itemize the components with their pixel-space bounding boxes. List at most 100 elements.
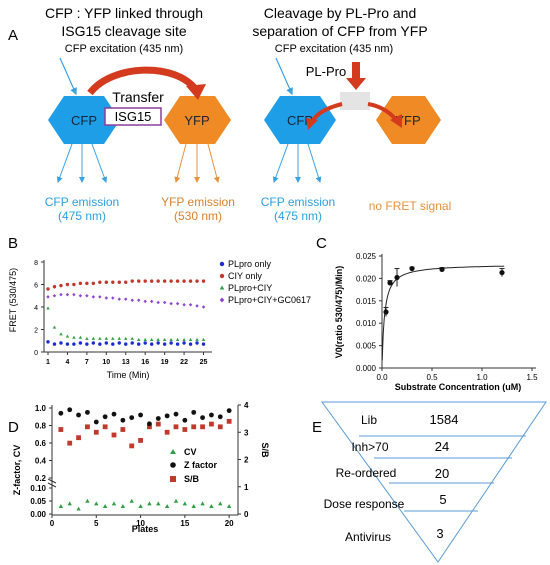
transfer-arrowhead xyxy=(186,84,206,100)
panel-b: B FRET (530/475) 0 2 4 6 8 1 4 7 10 13 16 19 22 25 T… xyxy=(8,235,311,380)
panel-b-xtick-label: 10 xyxy=(102,359,110,366)
funnel-stage-label-dose: Dose response xyxy=(324,497,405,511)
point-plpro-ciy-gc0617 xyxy=(143,299,147,304)
point-plpro-only xyxy=(156,341,160,345)
panel-e-letter: E xyxy=(312,419,322,436)
plpro-arrow-shaft xyxy=(352,62,360,78)
point-sb xyxy=(111,432,117,438)
point-cv xyxy=(200,501,205,506)
panel-c-ytick-label: 0.020 xyxy=(356,274,377,283)
legend-label-plpro-ciy-gc0617: PLpro+CIY+GC0617 xyxy=(228,295,311,305)
point-z-factor xyxy=(226,408,232,414)
right-cfp-emission-line2: (475 nm) xyxy=(274,209,322,223)
panel-d-left-tick-label: 0.4 xyxy=(35,457,47,466)
panel-d-left-tick-label: 0.2 xyxy=(35,474,47,483)
legend-label-ciy-only: CIY only xyxy=(228,271,262,281)
point-plpro-ciy-gc0617 xyxy=(72,292,76,297)
point-plpro-ciy-gc0617 xyxy=(124,297,128,301)
panel-d-xtick-label: 20 xyxy=(225,519,234,528)
panel-b-xtick-label: 7 xyxy=(85,359,89,366)
funnel-stage-label-antivirus: Antivirus xyxy=(345,530,391,544)
panel-c-ytick-label: 0.015 xyxy=(356,297,377,306)
panel-a-letter: A xyxy=(8,27,18,44)
point-plpro-only xyxy=(85,342,89,346)
point-cv xyxy=(58,504,64,508)
c-data-point xyxy=(499,269,505,276)
point-plpro-only xyxy=(175,342,180,346)
point-plpro-ciy-gc0617 xyxy=(59,292,63,297)
left-title-line2: ISG15 cleavage site xyxy=(61,23,187,39)
point-cv xyxy=(120,504,126,508)
point-plpro-only xyxy=(104,341,109,345)
panel-d-ylabel-left: Z-factor, CV xyxy=(12,445,22,496)
point-plpro-ciy-gc0617 xyxy=(91,295,96,299)
plpro-arrowhead xyxy=(346,78,366,90)
yfp-emission-line1: YFP emission xyxy=(161,195,235,209)
point-plpro-only xyxy=(78,341,83,345)
point-plpro-ciy xyxy=(195,337,199,341)
right-yfp-hexagon xyxy=(376,96,441,144)
point-cv xyxy=(76,506,81,511)
panel-c-xlabel: Substrate Concentration (uM) xyxy=(395,382,522,392)
point-plpro-only xyxy=(52,342,57,346)
point-sb xyxy=(209,421,214,427)
panel-c-data xyxy=(383,265,505,317)
panel-d-left-tick-label: 0.8 xyxy=(35,422,47,431)
panel-c-xtick-label: 1.0 xyxy=(476,373,488,382)
legend-label-plpro-only: PLpro only xyxy=(228,259,272,269)
panel-e: E Lib 1584 Inh>70 24 Re-ordered 20 Dose … xyxy=(312,401,547,563)
point-plpro-only xyxy=(149,342,154,346)
point-plpro-ciy xyxy=(156,337,160,341)
point-ciy-only xyxy=(182,279,186,283)
point-plpro-ciy xyxy=(130,336,134,340)
point-plpro-only xyxy=(188,342,193,346)
point-sb xyxy=(164,429,170,435)
panel-d-xtick-label: 5 xyxy=(94,519,99,528)
point-z-factor xyxy=(147,421,152,427)
point-ciy-only xyxy=(91,281,96,286)
funnel-stage-count-dose: 5 xyxy=(439,492,446,507)
panel-c-xtick-label: 1.5 xyxy=(526,373,538,382)
yfp-emission-line2: (530 nm) xyxy=(174,209,222,223)
point-plpro-only xyxy=(98,342,102,346)
point-plpro-only xyxy=(137,342,141,346)
point-sb xyxy=(182,427,188,432)
point-plpro-ciy xyxy=(59,332,63,336)
point-plpro-ciy-gc0617 xyxy=(130,298,134,302)
point-plpro-ciy xyxy=(137,337,141,341)
point-z-factor xyxy=(102,414,108,420)
isg15-linker-box xyxy=(104,107,162,126)
right-cfp-hexagon xyxy=(264,96,336,144)
point-ciy-only xyxy=(52,285,57,289)
panel-b-ytick-label: 8 xyxy=(34,260,38,267)
point-sb xyxy=(173,424,179,430)
point-sb xyxy=(67,440,73,446)
legend-marker-plpro-only xyxy=(219,261,225,267)
panel-c-ytick-label: 0.010 xyxy=(356,319,377,328)
left-excitation-arrow xyxy=(59,57,77,96)
right-cfp-emission-arrow-3 xyxy=(307,143,322,183)
panel-b-letter: B xyxy=(8,235,18,252)
point-cv xyxy=(111,501,117,506)
panel-d-left-tick-label: 0.10 xyxy=(30,484,46,493)
panel-b-xtick-label: 4 xyxy=(65,359,69,366)
point-ciy-only xyxy=(195,279,199,283)
point-z-factor xyxy=(200,415,205,421)
panel-b-ytick-label: 6 xyxy=(34,283,38,290)
point-ciy-only xyxy=(156,279,160,283)
point-ciy-only xyxy=(59,283,63,288)
point-plpro-ciy-gc0617 xyxy=(52,294,57,298)
legend-label-plpro-ciy: PLpro+CIY xyxy=(228,283,272,293)
point-ciy-only xyxy=(117,280,121,284)
point-plpro-ciy-gc0617 xyxy=(162,300,167,305)
no-fret-label: no FRET signal xyxy=(369,199,451,213)
point-plpro-ciy xyxy=(65,334,70,338)
point-plpro-ciy-gc0617 xyxy=(149,299,154,304)
funnel-stage-count-antivirus: 3 xyxy=(436,526,443,541)
panel-b-legend: PLpro only CIY only PLpro+CIY PLpro+CIY+… xyxy=(219,259,311,305)
point-cv xyxy=(209,504,214,508)
legend-marker-plpro-ciy xyxy=(219,285,225,290)
point-plpro-ciy xyxy=(175,337,180,341)
point-ciy-only xyxy=(85,281,89,286)
isg15-linker-label: ISG15 xyxy=(115,109,152,124)
